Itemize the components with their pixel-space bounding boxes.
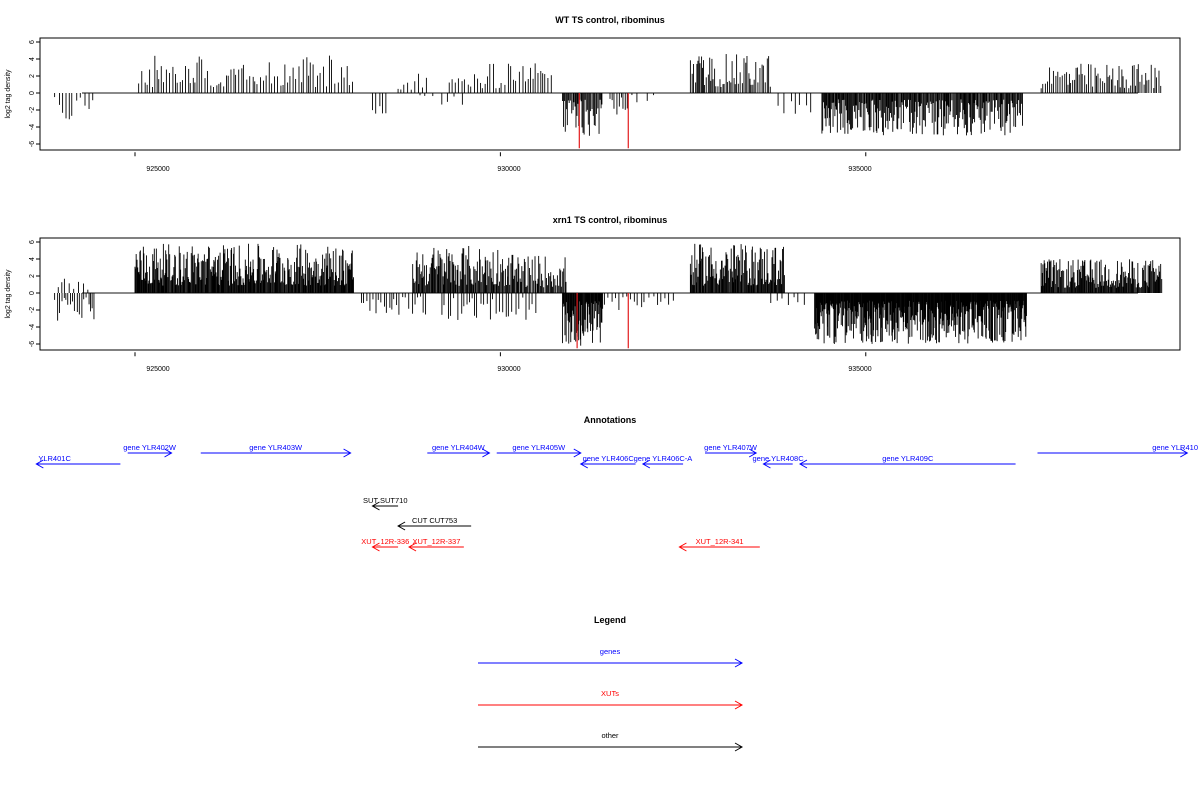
feature-arrow-gene-ylr403w — [200, 448, 352, 458]
xrn1-y-tick-label: -2 — [29, 307, 36, 313]
feature-arrow-cut-cut753 — [397, 521, 472, 531]
wt-y-ticks: 6 4 2 0 -2 -4 -6 — [29, 40, 36, 147]
xrn1-panel: xrn1 TS control, ribominus log2 tag dens… — [5, 215, 1181, 373]
wt-y-tick-label: 4 — [29, 57, 36, 61]
xrn1-y-tick-label: -4 — [29, 324, 36, 330]
legend-label-other: other — [601, 731, 619, 740]
legend-label-genes: genes — [600, 647, 621, 656]
annotations-title: Annotations — [584, 415, 637, 425]
wt-y-tick-label: -4 — [29, 124, 36, 130]
xrn1-y-tick-label: -6 — [29, 341, 36, 347]
wt-x-ticks: 925000 930000 935000 — [146, 166, 871, 173]
feature-label-cut-cut753: CUT CUT753 — [412, 516, 457, 525]
xrn1-y-tick-label: 4 — [29, 257, 36, 261]
feature-arrow-ylr401c — [35, 459, 121, 469]
wt-x-tick-label: 935000 — [848, 166, 871, 173]
feature-label-gene-ylr403w: gene YLR403W — [249, 443, 303, 452]
xrn1-y-tick-label: 6 — [29, 240, 36, 244]
feature-label-xut-12r-341: XUT_12R-341 — [696, 537, 744, 546]
xrn1-panel-title: xrn1 TS control, ribominus — [553, 215, 668, 225]
legend-title: Legend — [594, 615, 626, 625]
feature-label-sut-sut710: SUT SUT710 — [363, 496, 407, 505]
wt-plot-frame — [39, 37, 1181, 151]
feature-label-gene-ylr407w: gene YLR407W — [704, 443, 758, 452]
feature-arrow-xut-12r-336 — [371, 542, 399, 552]
legend-label-xuts: XUTs — [601, 689, 619, 698]
feature-label-xut-12r-336: XUT_12R-336 — [361, 537, 409, 546]
wt-panel: WT TS control, ribominus log2 tag densit… — [5, 15, 1181, 173]
xrn1-y-axis-label: log2 tag density — [5, 269, 12, 319]
feature-arrow-xut-12r-341 — [678, 542, 760, 552]
feature-arrow-gene-ylr406c-a — [641, 459, 684, 469]
xrn1-y-ticks: 6 4 2 0 -2 -4 -6 — [29, 240, 36, 347]
feature-label-gene-ylr405w: gene YLR405W — [512, 443, 566, 452]
feature-label-ylr401c: YLR401C — [38, 454, 71, 463]
xrn1-y-tick-label: 2 — [29, 274, 36, 278]
annotation-features: YLR401C gene YLR402W gene YLR403W gene YLR4… — [35, 443, 1198, 552]
wt-y-tick-label: -6 — [29, 141, 36, 147]
feature-label-gene-ylr406c-a: gene YLR406C-A — [634, 454, 693, 463]
xrn1-x-tick-label: 935000 — [848, 366, 871, 373]
xrn1-x-tick-label: 930000 — [497, 366, 520, 373]
feature-arrow-gene-ylr406c — [579, 459, 636, 469]
feature-arrow-xut-12r-337 — [408, 542, 464, 552]
wt-bars — [36, 41, 1162, 157]
xrn1-x-tick-label: 925000 — [146, 366, 169, 373]
xrn1-plot-frame — [39, 237, 1181, 351]
wt-y-tick-label: 6 — [29, 40, 36, 44]
feature-arrow-gene-ylr407w — [705, 448, 758, 458]
feature-label-gene-ylr404w: gene YLR404W — [432, 443, 486, 452]
legend-arrow-xuts — [478, 700, 744, 710]
legend-arrow-genes — [478, 658, 744, 668]
wt-y-tick-label: 2 — [29, 74, 36, 78]
wt-y-tick-label: 0 — [29, 91, 36, 95]
feature-label-xut-12r-337: XUT_12R-337 — [412, 537, 460, 546]
feature-arrow-gene-ylr410 — [1037, 448, 1189, 458]
xrn1-bars — [36, 241, 1163, 357]
feature-arrow-gene-ylr409c — [798, 459, 1016, 469]
wt-x-tick-label: 925000 — [146, 166, 169, 173]
legend: genes XUTs other — [478, 647, 744, 752]
wt-panel-title: WT TS control, ribominus — [555, 15, 665, 25]
wt-y-tick-label: -2 — [29, 107, 36, 113]
legend-arrow-other — [478, 742, 744, 752]
feature-label-gene-ylr406c: gene YLR406C — [583, 454, 635, 463]
feature-arrow-gene-ylr408c — [762, 459, 793, 469]
feature-label-gene-ylr408c: gene YLR408C — [752, 454, 804, 463]
feature-arrow-gene-ylr402w — [127, 448, 173, 458]
feature-label-gene-ylr410: gene YLR410 — [1152, 443, 1198, 452]
xrn1-y-tick-label: 0 — [29, 291, 36, 295]
feature-label-gene-ylr402w: gene YLR402W — [123, 443, 177, 452]
wt-x-tick-label: 930000 — [497, 166, 520, 173]
feature-arrow-gene-ylr405w — [496, 448, 582, 458]
feature-arrow-gene-ylr404w — [427, 448, 491, 458]
feature-label-gene-ylr409c: gene YLR409C — [882, 454, 934, 463]
wt-y-axis-label: log2 tag density — [5, 69, 12, 119]
xrn1-x-ticks: 925000 930000 935000 — [146, 366, 871, 373]
feature-arrow-sut-sut710 — [371, 501, 399, 511]
